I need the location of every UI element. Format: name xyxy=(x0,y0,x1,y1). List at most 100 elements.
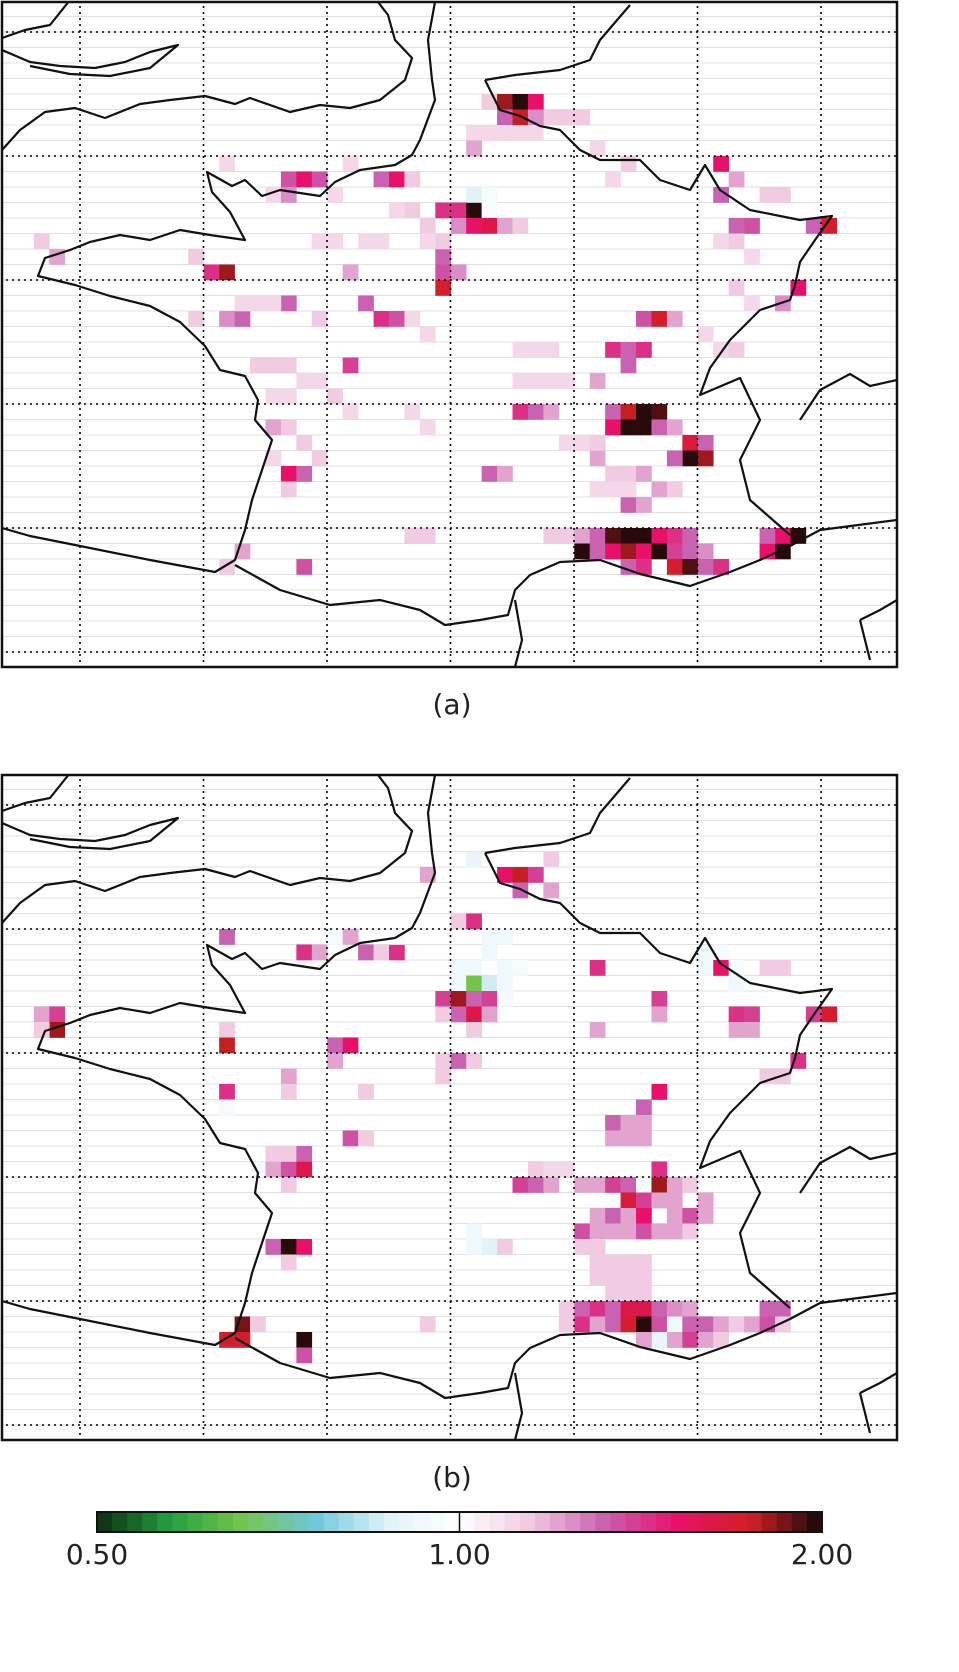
grid-cell xyxy=(605,528,621,544)
grid-cell xyxy=(450,1006,467,1023)
grid-cell xyxy=(265,1239,282,1255)
colorbar-bin xyxy=(368,1512,385,1532)
grid-cell xyxy=(713,1332,729,1348)
grid-cell xyxy=(728,218,745,234)
grid-cell xyxy=(280,295,297,312)
grid-cell xyxy=(636,1130,652,1147)
grid-cell xyxy=(543,373,560,389)
grid-cell xyxy=(466,140,482,157)
grid-cell xyxy=(296,435,313,451)
grid-cell xyxy=(605,1285,621,1302)
grid-cell xyxy=(620,1285,637,1302)
grid-cell xyxy=(651,404,668,420)
grid-cell xyxy=(327,1053,343,1069)
grid-cell xyxy=(651,311,668,327)
grid-cell xyxy=(636,1192,652,1209)
grid-cell xyxy=(651,1332,668,1348)
grid-cell xyxy=(666,1332,683,1348)
grid-cell xyxy=(481,929,498,945)
grid-cell xyxy=(744,1316,760,1333)
grid-cell xyxy=(497,125,513,141)
colorbar-bin xyxy=(670,1512,687,1532)
grid-cell xyxy=(605,1254,621,1271)
grid-cell xyxy=(280,1161,297,1178)
grid-cell xyxy=(466,960,482,976)
grid-cell xyxy=(651,419,668,436)
grid-cell xyxy=(744,249,760,265)
grid-cell xyxy=(636,1301,652,1317)
colorbar-bin xyxy=(187,1512,204,1532)
panel-frame xyxy=(0,0,899,669)
grid-cell xyxy=(311,373,328,389)
grid-cell xyxy=(404,202,421,219)
grid-cell xyxy=(651,1006,668,1023)
grid-cell xyxy=(466,125,482,141)
colorbar-bin xyxy=(806,1512,823,1532)
grid-cell xyxy=(527,1161,544,1178)
grid-cell xyxy=(481,944,498,961)
grid-cell xyxy=(589,543,606,560)
grid-cell xyxy=(620,357,637,374)
colorbar-bin xyxy=(701,1512,717,1532)
grid-cell xyxy=(636,1099,652,1116)
colorbar-bin xyxy=(625,1512,642,1532)
grid-cell xyxy=(605,543,621,560)
grid-cell xyxy=(636,1254,652,1271)
grid-cell xyxy=(497,975,513,992)
grid-cell xyxy=(666,528,683,544)
grid-cell xyxy=(342,156,359,172)
grid-cell xyxy=(574,528,591,544)
grid-cell xyxy=(435,991,452,1007)
grid-cell xyxy=(219,929,235,945)
grid-cell xyxy=(759,1301,776,1317)
grid-cell xyxy=(605,1115,621,1131)
grid-cell xyxy=(512,373,529,389)
grid-cell xyxy=(358,1130,374,1147)
grid-cell xyxy=(805,218,822,234)
grid-cell xyxy=(450,991,467,1007)
grid-cell xyxy=(821,218,838,234)
grid-cell xyxy=(543,1177,560,1193)
grid-cell xyxy=(497,466,513,482)
panel-frame xyxy=(0,773,899,1442)
colorbar-bin xyxy=(550,1512,566,1532)
grid-cell xyxy=(342,357,359,374)
grid-cell xyxy=(342,1130,359,1147)
grid-cell xyxy=(543,882,560,899)
grid-cell xyxy=(311,171,328,188)
colorbar-bin xyxy=(142,1512,158,1532)
grid-cell xyxy=(435,249,452,265)
grid-cell xyxy=(543,404,560,420)
grid-cell xyxy=(419,218,436,234)
grid-cell xyxy=(558,373,575,389)
grid-cell xyxy=(775,960,791,976)
grid-cell xyxy=(589,481,606,498)
grid-cell xyxy=(481,975,498,992)
grid-cell xyxy=(605,171,621,188)
colorbar-bin xyxy=(172,1512,189,1532)
colorbar-bin xyxy=(202,1512,219,1532)
colorbar-bin xyxy=(716,1512,732,1532)
grid-cell xyxy=(265,388,282,405)
grid-cell xyxy=(620,419,637,436)
grid-cell xyxy=(250,357,266,374)
grid-cell xyxy=(435,202,452,219)
grid-cell xyxy=(666,543,683,560)
grid-cell xyxy=(466,991,482,1007)
grid-cell xyxy=(651,1316,668,1333)
grid-cell xyxy=(296,1146,313,1162)
grid-cell xyxy=(620,404,637,420)
grid-cell xyxy=(666,1301,683,1317)
grid-cell xyxy=(558,435,575,451)
colorbar-bin xyxy=(399,1512,415,1532)
grid-cell xyxy=(589,1208,606,1224)
grid-cell xyxy=(373,171,390,188)
colorbar-bin xyxy=(459,1512,476,1532)
grid-cell xyxy=(558,1316,575,1333)
grid-cell xyxy=(574,1177,591,1193)
grid-cell xyxy=(296,171,313,188)
grid-cell xyxy=(682,1316,699,1333)
grid-cell xyxy=(636,1270,652,1286)
grid-cell xyxy=(280,1068,297,1085)
colorbar-bin xyxy=(776,1512,793,1532)
